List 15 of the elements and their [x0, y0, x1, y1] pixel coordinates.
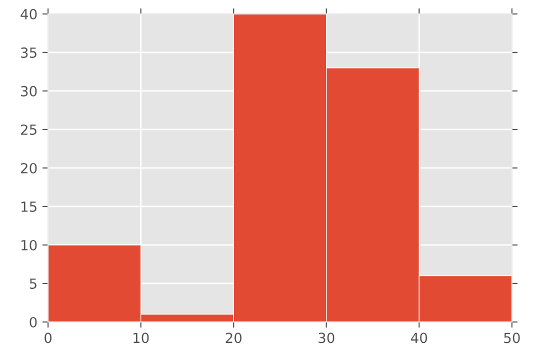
x-tick-label: 50: [504, 332, 520, 344]
x-tick-label: 40: [410, 332, 428, 344]
x-tick-label: 0: [44, 332, 52, 344]
y-tick-label: 35: [21, 47, 36, 58]
y-tick-label: 10: [21, 240, 37, 250]
y-tick-label: 40: [20, 8, 37, 20]
x-tick-label: 30: [318, 332, 334, 344]
y-tick-label: 15: [21, 202, 36, 212]
x-tick-label: 10: [134, 332, 149, 344]
y-tick-label: 20: [20, 162, 37, 174]
x-tick-label: 20: [226, 332, 242, 344]
y-tick-label: 25: [20, 124, 36, 135]
y-tick-label: 30: [21, 86, 37, 96]
y-tick-label: 5: [30, 278, 36, 289]
y-tick-label: 0: [30, 316, 37, 328]
